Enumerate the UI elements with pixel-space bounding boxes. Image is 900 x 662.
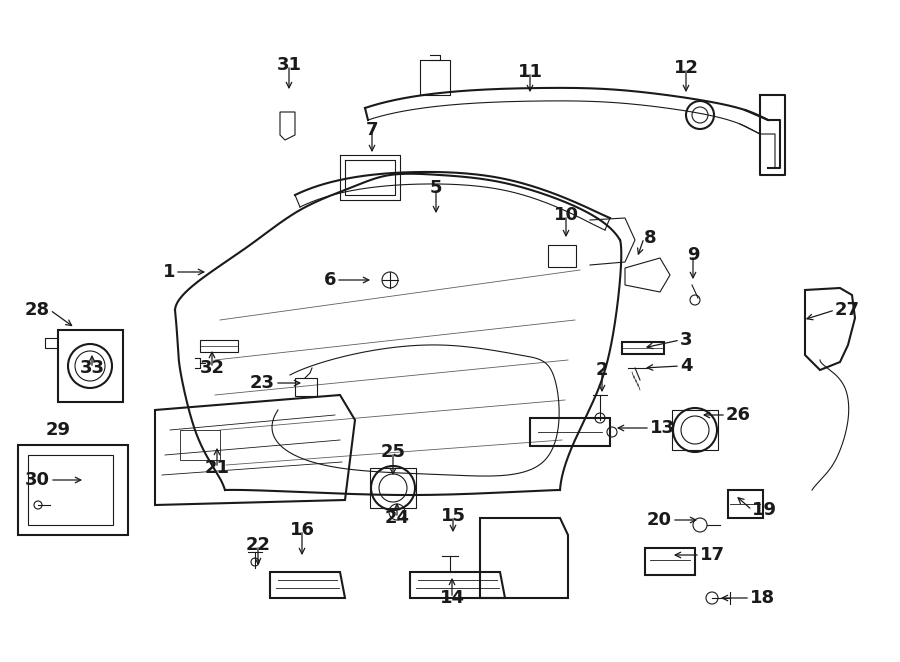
Text: 17: 17: [700, 546, 725, 564]
Text: 20: 20: [647, 511, 672, 529]
Text: 15: 15: [440, 507, 465, 525]
Text: 19: 19: [752, 501, 777, 519]
Bar: [28, 455, 113, 525]
Text: 3: 3: [680, 331, 692, 349]
Text: 14: 14: [439, 589, 464, 607]
Text: 29: 29: [46, 421, 70, 439]
Text: 4: 4: [680, 357, 692, 375]
Bar: [672, 410, 718, 450]
Text: 26: 26: [726, 406, 751, 424]
Text: 32: 32: [200, 359, 224, 377]
Text: 7: 7: [365, 121, 378, 139]
Bar: [548, 245, 576, 267]
Text: 22: 22: [246, 536, 271, 554]
Text: 16: 16: [290, 521, 314, 539]
Text: 30: 30: [25, 471, 50, 489]
Text: 25: 25: [381, 443, 406, 461]
Bar: [58, 330, 123, 402]
Text: 24: 24: [384, 509, 410, 527]
Text: 1: 1: [163, 263, 175, 281]
Text: 33: 33: [79, 359, 104, 377]
Bar: [530, 418, 610, 446]
Bar: [370, 468, 416, 508]
Text: 31: 31: [276, 56, 302, 74]
Text: 23: 23: [250, 374, 275, 392]
Bar: [622, 342, 664, 354]
Text: 11: 11: [518, 63, 543, 81]
Text: 18: 18: [750, 589, 775, 607]
Text: 9: 9: [687, 246, 699, 264]
Bar: [728, 490, 763, 518]
Text: 8: 8: [644, 229, 657, 247]
Text: 28: 28: [25, 301, 50, 319]
Text: 2: 2: [596, 361, 608, 379]
Text: 6: 6: [323, 271, 336, 289]
Bar: [180, 430, 220, 460]
Text: 27: 27: [835, 301, 860, 319]
Text: 13: 13: [650, 419, 675, 437]
Bar: [200, 340, 238, 352]
Bar: [295, 378, 317, 396]
Text: 12: 12: [673, 59, 698, 77]
Text: 5: 5: [430, 179, 442, 197]
Text: 10: 10: [554, 206, 579, 224]
Text: 21: 21: [204, 459, 230, 477]
